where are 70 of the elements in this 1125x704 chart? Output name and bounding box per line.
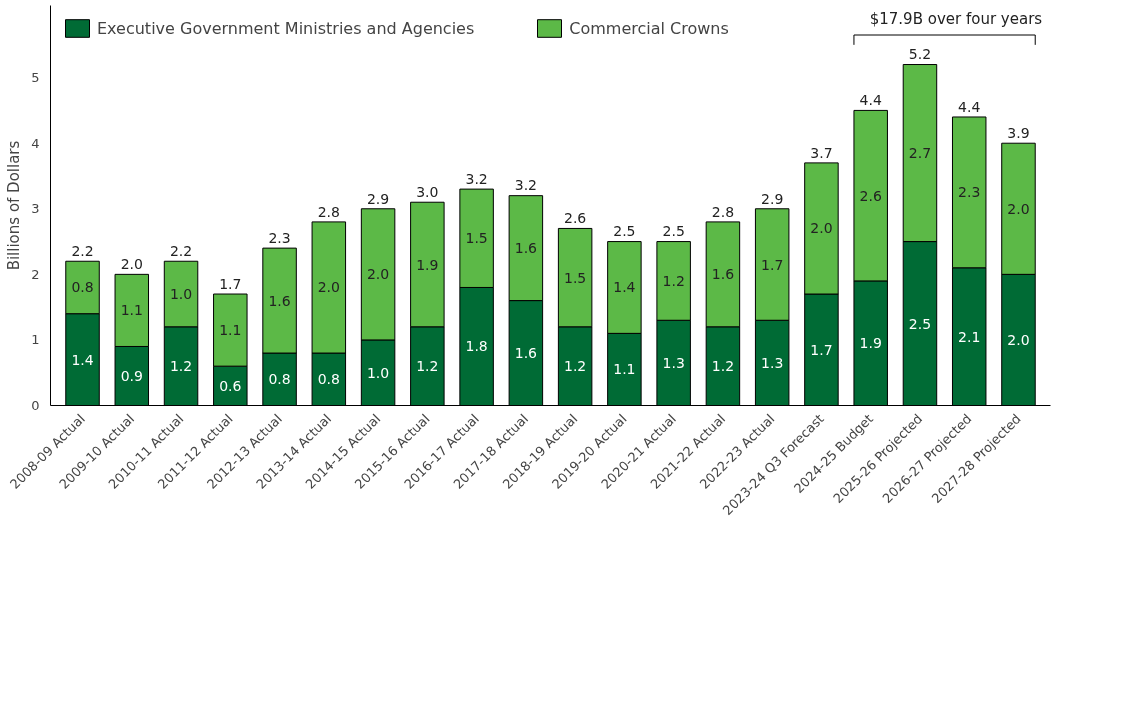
data-label: 2.5 xyxy=(908,315,932,332)
data-label: 2.3 xyxy=(958,184,981,201)
y-axis-title: Billions of Dollars xyxy=(5,140,24,271)
y-tick-label: 3 xyxy=(31,201,40,217)
data-label: 1.0 xyxy=(366,364,390,381)
data-label: 1.1 xyxy=(613,361,636,378)
data-label: 1.4 xyxy=(71,351,94,368)
data-label: 0.9 xyxy=(120,367,143,384)
data-label: 1.6 xyxy=(514,240,538,257)
data-label: 2.7 xyxy=(908,145,932,162)
y-tick-label: 0 xyxy=(31,398,40,413)
legend-label: Commercial Crowns xyxy=(569,18,729,38)
total-label: 2.3 xyxy=(268,229,291,246)
total-label: 3.2 xyxy=(514,177,537,194)
data-label: 0.6 xyxy=(219,377,242,394)
total-label: 2.2 xyxy=(169,242,193,259)
total-label: 2.0 xyxy=(120,256,143,273)
total-label: 2.5 xyxy=(613,223,636,240)
y-tick-label: 4 xyxy=(31,135,40,151)
data-label: 2.0 xyxy=(810,220,833,237)
data-label: 1.1 xyxy=(120,302,143,319)
data-label: 2.0 xyxy=(1007,200,1030,217)
total-label: 2.9 xyxy=(761,190,784,207)
data-label: 1.9 xyxy=(859,335,882,352)
y-tick-label: 1 xyxy=(31,332,40,348)
data-label: 1.2 xyxy=(711,358,735,375)
total-label: 2.8 xyxy=(711,203,735,220)
data-label: 1.1 xyxy=(219,322,242,339)
data-label: 1.2 xyxy=(662,272,685,289)
data-label: 2.6 xyxy=(859,187,882,204)
y-tick-label: 5 xyxy=(31,70,40,86)
data-label: 1.7 xyxy=(761,256,784,273)
total-label: 2.6 xyxy=(564,210,587,227)
data-label: 1.2 xyxy=(416,358,439,375)
total-label: 2.9 xyxy=(366,190,390,207)
data-label: 1.8 xyxy=(465,338,488,355)
data-label: 1.7 xyxy=(810,341,833,358)
data-label: 2.1 xyxy=(958,328,981,345)
data-label: 1.2 xyxy=(169,358,193,375)
data-label: 1.9 xyxy=(416,256,439,273)
total-label: 4.4 xyxy=(859,92,882,109)
total-label: 3.9 xyxy=(1007,124,1030,141)
total-label: 4.4 xyxy=(958,98,981,115)
data-label: 1.5 xyxy=(465,230,488,247)
total-label: 2.5 xyxy=(662,223,685,240)
total-label: 3.7 xyxy=(810,144,833,161)
annotation: $17.9B over four years xyxy=(869,10,1043,29)
data-label: 0.8 xyxy=(317,371,340,388)
data-label: 1.6 xyxy=(268,292,291,309)
total-label: 2.8 xyxy=(317,203,340,220)
total-label: 5.2 xyxy=(908,46,932,63)
data-label: 1.0 xyxy=(169,286,193,303)
legend-label: Executive Government Ministries and Agencies xyxy=(97,18,475,38)
total-label: 1.7 xyxy=(219,275,242,292)
total-label: 3.0 xyxy=(416,183,439,200)
data-label: 1.5 xyxy=(564,269,587,286)
y-tick-label: 2 xyxy=(31,266,40,282)
data-label: 2.0 xyxy=(1007,331,1030,348)
data-label: 0.8 xyxy=(71,279,94,296)
total-label: 2.2 xyxy=(71,242,94,259)
data-label: 1.3 xyxy=(761,354,784,371)
data-label: 1.4 xyxy=(613,279,636,296)
data-label: 1.3 xyxy=(662,354,685,371)
total-label: 3.2 xyxy=(465,170,488,187)
data-label: 0.8 xyxy=(268,371,291,388)
data-label: 1.6 xyxy=(514,345,538,362)
data-label: 2.0 xyxy=(317,279,340,296)
data-label: 2.0 xyxy=(366,266,390,283)
data-label: 1.2 xyxy=(564,358,587,375)
data-label: 1.6 xyxy=(711,266,735,283)
